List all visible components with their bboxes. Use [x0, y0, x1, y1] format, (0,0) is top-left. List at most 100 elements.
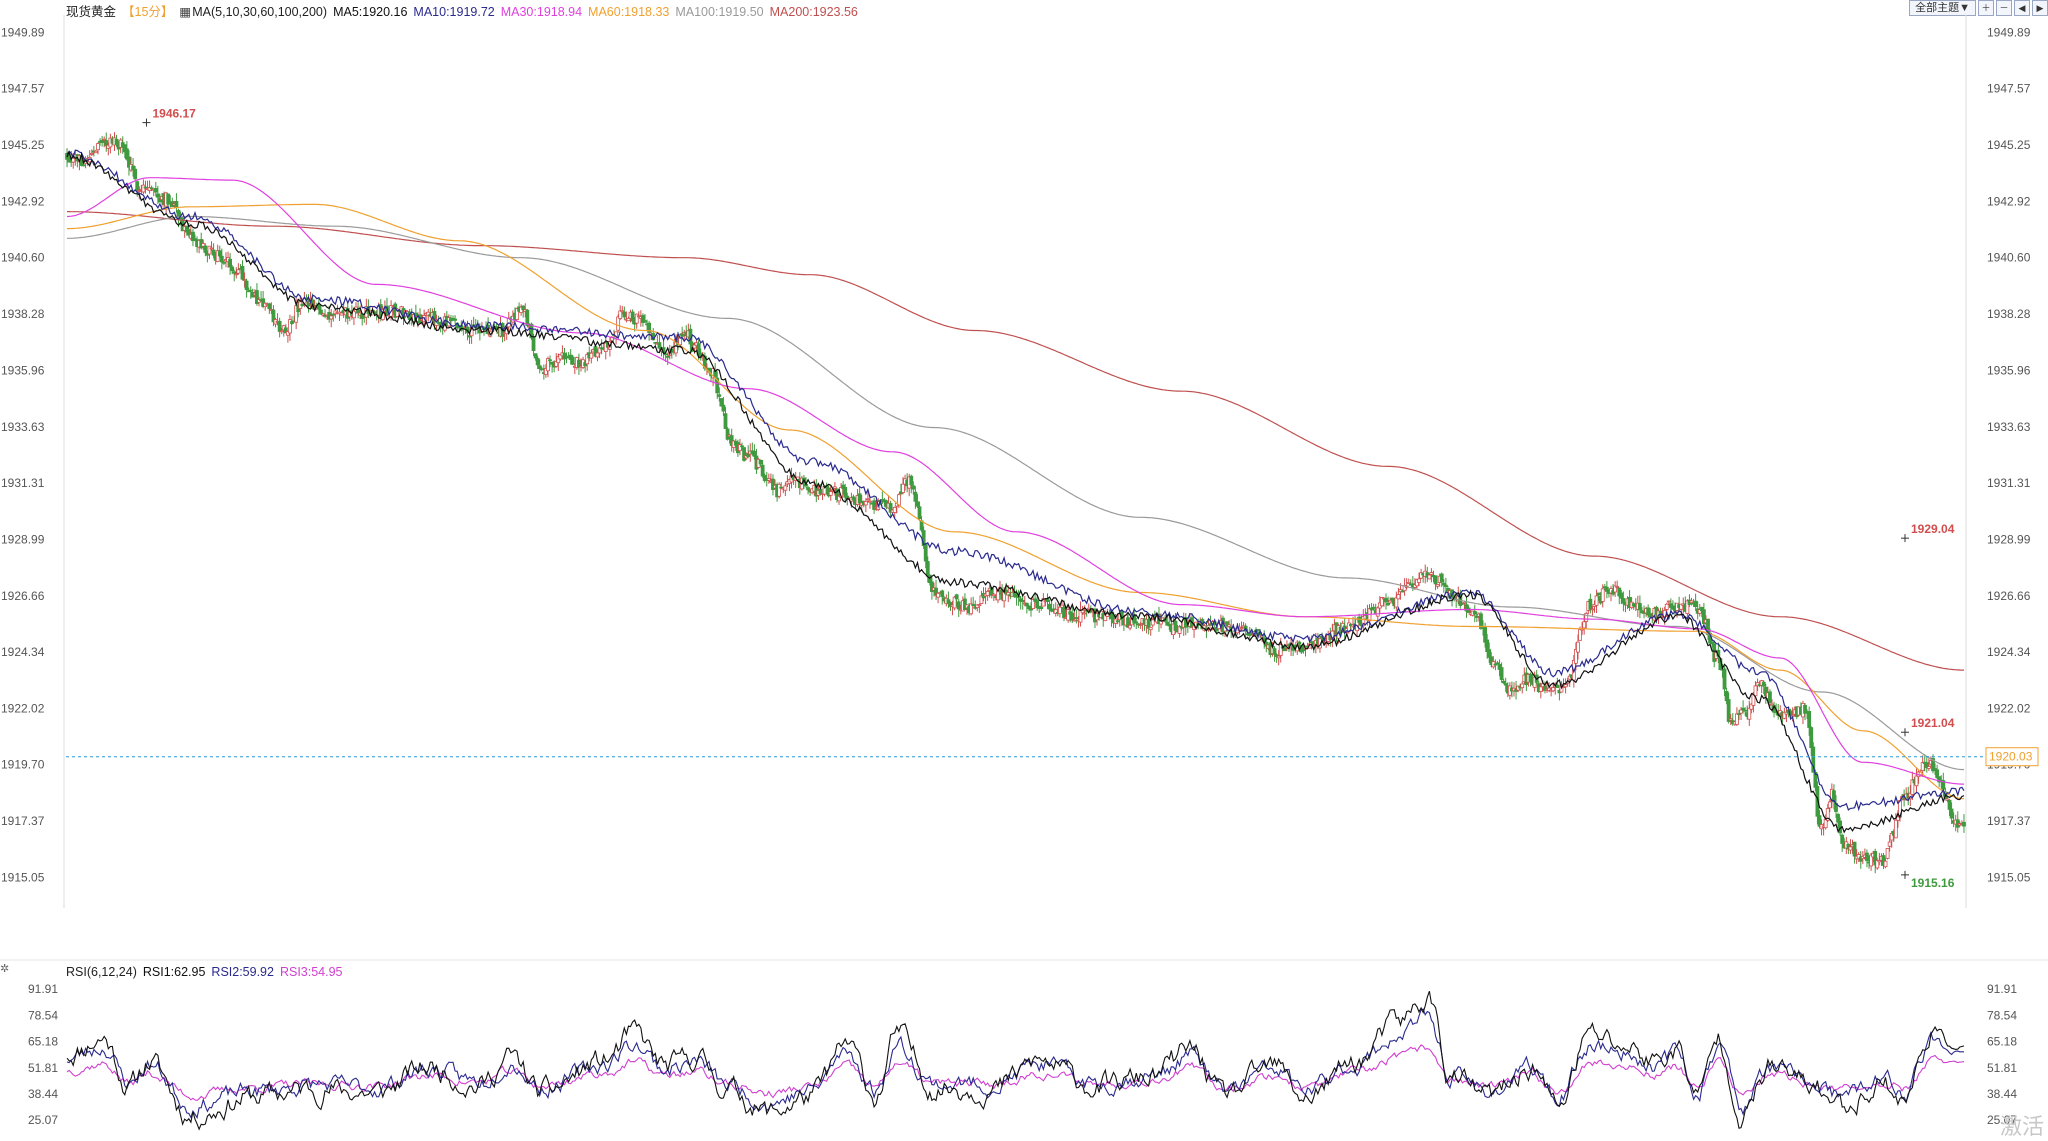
candle-body	[952, 596, 957, 609]
candle-body	[915, 501, 920, 507]
candle-body	[529, 323, 534, 339]
candle-body	[240, 266, 245, 280]
candle-body	[186, 229, 191, 236]
candle-body	[1225, 621, 1229, 627]
candle-body	[1462, 601, 1467, 604]
candle-body	[242, 279, 247, 282]
candle-body	[426, 311, 431, 316]
candle-body	[719, 398, 724, 407]
candle-body	[1768, 691, 1772, 703]
rsi-tick-left: 78.54	[28, 1008, 58, 1022]
candle-body	[230, 266, 235, 272]
candle-body	[1439, 573, 1444, 583]
candle-body	[1790, 714, 1795, 717]
candle-body	[626, 317, 631, 322]
candle-body	[141, 184, 146, 193]
candle-body	[219, 255, 224, 263]
candle-body	[1701, 609, 1706, 625]
candle-body	[936, 592, 940, 598]
candle-body	[948, 602, 953, 607]
candle-body	[888, 503, 893, 513]
candle-body	[1743, 709, 1748, 712]
candle-body	[1493, 663, 1498, 666]
candle-body	[488, 328, 493, 337]
candle-body	[1082, 612, 1087, 615]
period-label[interactable]: 【15分】	[122, 5, 174, 19]
y-tick-left: 1933.63	[1, 420, 45, 434]
candle-body	[843, 486, 848, 498]
candle-body	[595, 352, 600, 358]
candle-body	[1809, 727, 1814, 749]
candle-body	[554, 361, 559, 367]
y-tick-left: 1938.28	[1, 307, 45, 321]
minus-icon[interactable]: －	[1996, 0, 2012, 16]
candle-body	[1165, 621, 1170, 626]
rsi-tick-left: 91.91	[28, 982, 58, 996]
candle-body	[395, 308, 400, 317]
y-tick-left: 1947.57	[1, 82, 45, 96]
candle-body	[1086, 607, 1091, 610]
candle-body	[290, 321, 294, 325]
panel-settings-icon[interactable]: ✲	[0, 963, 10, 975]
rsi3-value: RSI3:54.95	[279, 965, 343, 979]
candle-body	[1737, 713, 1741, 716]
candle-body	[1551, 687, 1556, 692]
candle-body	[102, 138, 107, 141]
candle-body	[643, 320, 647, 323]
candle-body	[1497, 664, 1502, 670]
candle-body	[828, 491, 833, 496]
candle-body	[758, 459, 763, 465]
candle-body	[917, 506, 922, 520]
candle-body	[1621, 598, 1626, 604]
candle-body	[760, 464, 765, 477]
candle-body	[1840, 834, 1845, 844]
candle-body	[729, 435, 734, 446]
candle-body	[1578, 629, 1582, 641]
candle-body	[657, 342, 662, 349]
candle-body	[1520, 683, 1525, 689]
candle-body	[783, 485, 788, 491]
candle-body	[1396, 594, 1401, 600]
candle-body	[1576, 641, 1580, 653]
candle-body	[977, 604, 982, 607]
candle-body	[1227, 624, 1232, 627]
candle-body	[288, 319, 292, 334]
candle-body	[618, 310, 623, 319]
candle-body	[1057, 606, 1062, 615]
candle-body	[1466, 607, 1471, 613]
candle-body	[1893, 819, 1898, 839]
candle-body	[228, 258, 232, 268]
candle-body	[1105, 613, 1110, 617]
left-icon[interactable]: ◀	[2014, 0, 2030, 16]
candle-body	[1582, 621, 1587, 629]
rsi-tick-right: 78.54	[1987, 1008, 2017, 1022]
ma100-value: MA100:1919.50	[675, 5, 764, 19]
candle-body	[1739, 709, 1743, 714]
plus-icon[interactable]: ＋	[1978, 0, 1994, 16]
candle-body	[771, 478, 775, 491]
candle-body	[665, 355, 670, 358]
candle-body	[104, 140, 109, 147]
rsi-tick-left: 25.07	[28, 1113, 58, 1127]
y-tick-left: 1919.70	[1, 758, 45, 772]
candle-body	[1924, 762, 1929, 769]
candle-body	[1887, 841, 1892, 847]
theme-select[interactable]: 全部主题▼	[1909, 0, 1976, 16]
candle-body	[1728, 718, 1733, 721]
candle-body	[1697, 609, 1702, 614]
candle-body	[1371, 606, 1376, 609]
ma-settings-icon[interactable]: ▦	[179, 5, 192, 19]
candles	[65, 132, 1966, 874]
candle-body	[271, 309, 276, 323]
candle-body	[630, 311, 635, 322]
candle-body	[909, 475, 914, 486]
y-tick-right: 1947.57	[1987, 82, 2031, 96]
candle-body	[925, 561, 930, 577]
ma200-line	[67, 211, 1964, 671]
y-tick-left: 1917.37	[1, 814, 45, 828]
candle-body	[1066, 609, 1071, 621]
candle-body	[193, 238, 197, 241]
candle-body	[277, 320, 282, 332]
y-tick-left: 1942.92	[1, 194, 45, 208]
